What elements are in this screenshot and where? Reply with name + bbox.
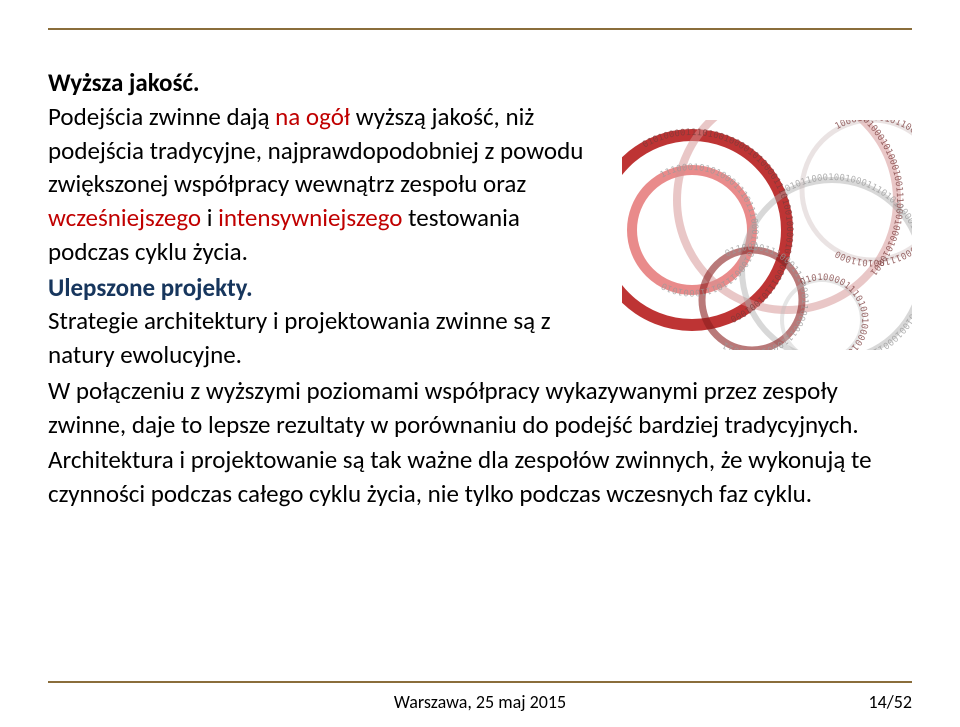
text-block-2: Strategie architektury i projektowania z…	[48, 304, 601, 372]
p1-red2: wcześniejszego	[48, 202, 201, 233]
heading-projects: Ulepszone projekty.	[48, 272, 253, 303]
divider-bottom	[48, 681, 912, 683]
p1-a: Podejścia zwinne dają	[48, 101, 275, 132]
paragraph-3: W połączeniu z wyższymi poziomami współp…	[48, 374, 912, 442]
p1-red1: na ogół	[275, 101, 356, 132]
slide: Wyższa jakość. Podejścia zwinne dają na …	[0, 0, 960, 727]
binary-rings-icon: 0101000011101001000010100001110100100001…	[622, 120, 912, 350]
p1-red3: intensywniejszego	[218, 202, 402, 233]
divider-top	[48, 28, 912, 30]
p4-a: Architektura i projektowanie są tak ważn…	[48, 444, 872, 509]
heading-quality: Wyższa jakość.	[48, 67, 200, 98]
paragraph-4: Architektura i projektowanie są tak ważn…	[48, 443, 912, 511]
p1-c: i	[201, 202, 218, 233]
p2-a: Strategie architektury i projektowania z…	[48, 305, 551, 370]
text-block-1: Podejścia zwinne dają na ogół wyższą jak…	[48, 100, 601, 269]
footer-location-date: Warszawa, 25 maj 2015	[0, 691, 960, 713]
p3-a: W połączeniu z wyższymi poziomami współp…	[48, 375, 859, 440]
page-number: 14/52	[869, 691, 912, 713]
decorative-graphic: 0101000011101001000010100001110100100001…	[622, 120, 912, 350]
